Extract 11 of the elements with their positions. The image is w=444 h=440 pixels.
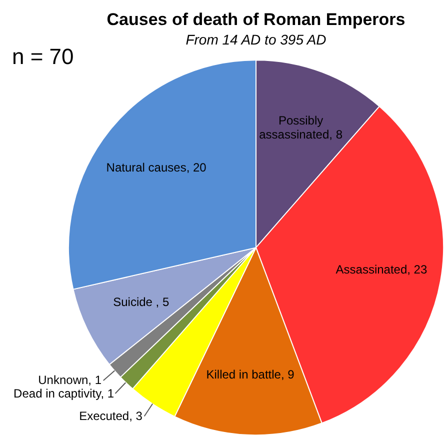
slice-label: Natural causes, 20	[106, 160, 207, 174]
slice-label: Possibly assassinated, 8	[259, 114, 343, 142]
chart-subtitle: From 14 AD to 395 AD	[186, 32, 326, 48]
slice-label: Executed, 3	[79, 408, 143, 423]
slice-label: Unknown, 1	[38, 373, 102, 388]
slice-label: Assassinated, 23	[336, 262, 428, 277]
slice-label: Suicide , 5	[113, 295, 170, 310]
slice-label: Dead in captivity, 1	[14, 386, 114, 400]
slice-label: Killed in battle, 9	[206, 367, 295, 382]
chart-title: Causes of death of Roman Emperors	[106, 10, 406, 29]
text: n = 70	[12, 44, 74, 70]
